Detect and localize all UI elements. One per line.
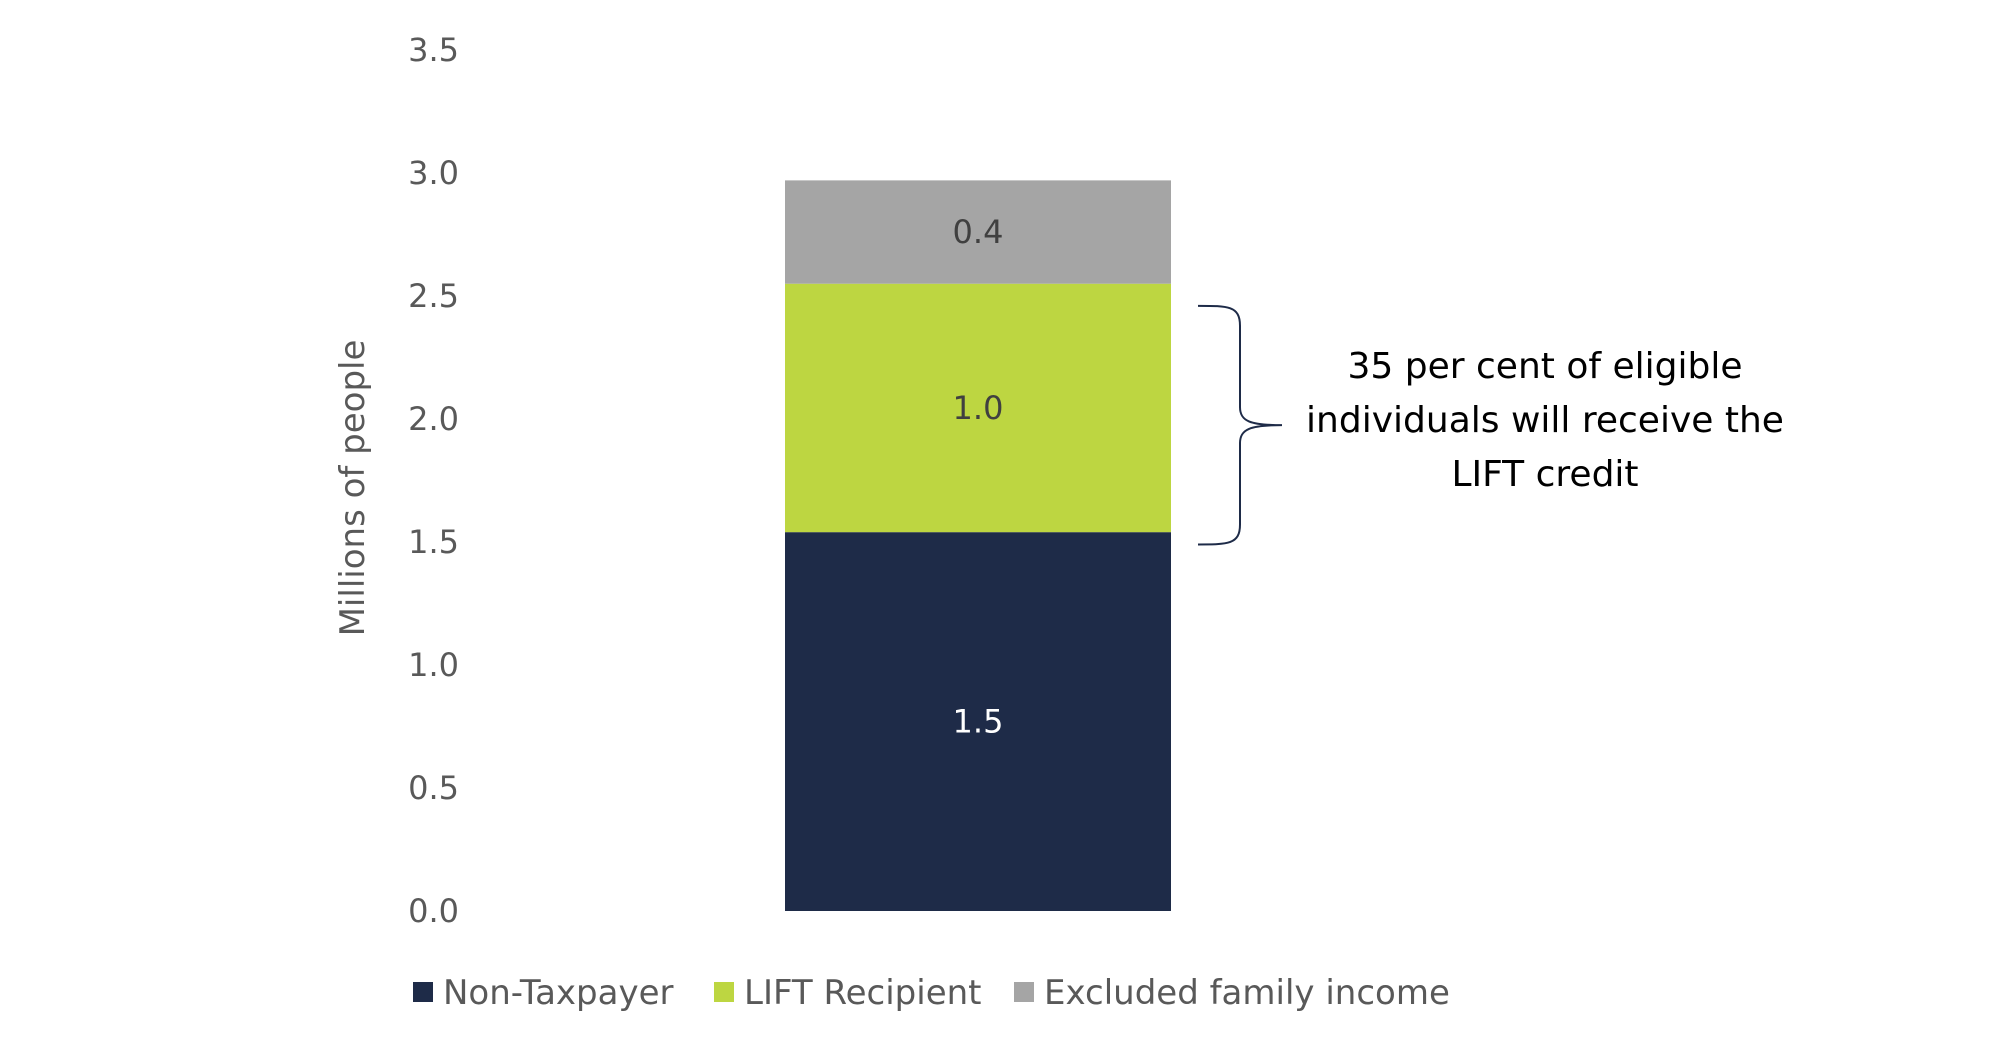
bar-segment-2 — [785, 283, 1171, 533]
annotation-text: LIFT credit — [1451, 454, 1638, 495]
legend-label: LIFT Recipient — [744, 973, 982, 1013]
y-tick-label: 1.5 — [408, 523, 459, 561]
legend-swatch — [1014, 982, 1034, 1002]
bar-stack: 1.5 1.0 0.4 — [785, 180, 1171, 911]
y-axis: 0.0 0.5 1.0 1.5 2.0 2.5 3.0 3.5 — [408, 31, 459, 930]
legend-label: Excluded family income — [1044, 973, 1450, 1013]
legend-label: Non-Taxpayer — [443, 973, 673, 1013]
y-tick-label: 1.0 — [408, 646, 459, 684]
legend-swatch — [714, 982, 734, 1002]
legend: Non-Taxpayer LIFT Recipient Excluded famil… — [413, 973, 1450, 1013]
y-tick-label: 0.5 — [408, 769, 459, 807]
annotation: 35 per cent of eligible individuals will … — [1197, 304, 1784, 546]
annotation-text: individuals will receive the — [1306, 400, 1784, 441]
y-axis-title: Millions of people — [333, 340, 373, 637]
y-tick-label: 0.0 — [408, 892, 459, 930]
y-tick-label: 3.5 — [408, 31, 459, 69]
data-label: 0.4 — [953, 213, 1004, 251]
annotation-text: 35 per cent of eligible — [1348, 346, 1743, 387]
bar-segment-1 — [785, 532, 1171, 911]
y-tick-label: 3.0 — [408, 154, 459, 192]
y-tick-label: 2.5 — [408, 277, 459, 315]
legend-swatch — [413, 982, 433, 1002]
bar-segment-3 — [785, 180, 1171, 284]
data-label: 1.5 — [953, 703, 1004, 741]
data-label: 1.0 — [953, 389, 1004, 427]
brace-icon — [1197, 304, 1283, 546]
y-tick-label: 2.0 — [408, 400, 459, 438]
